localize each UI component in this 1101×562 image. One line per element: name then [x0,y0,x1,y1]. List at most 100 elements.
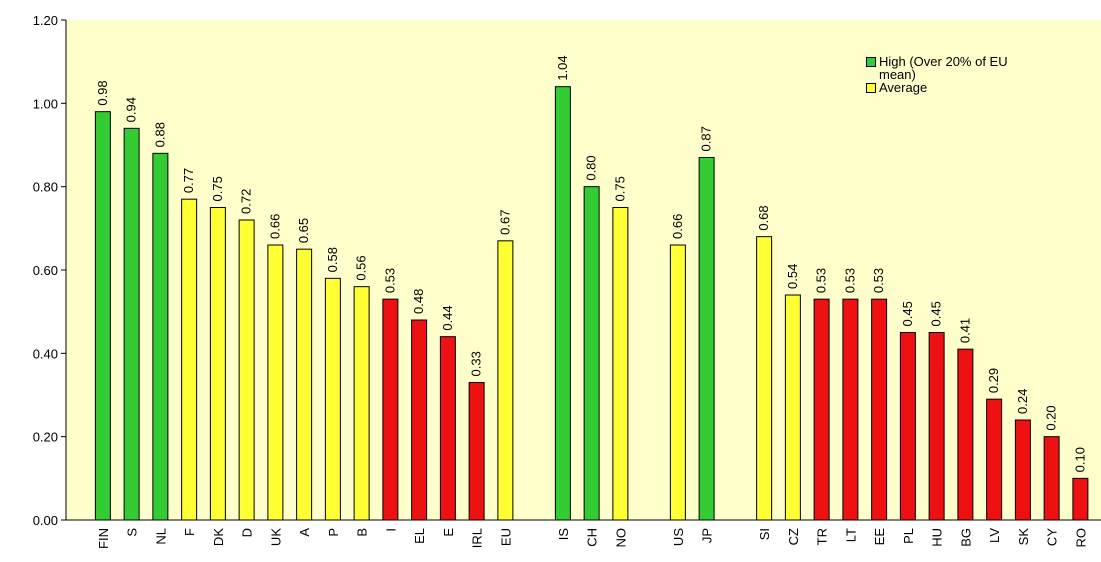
x-tick-label: SI [757,528,772,540]
x-tick-label: A [297,528,312,537]
bar [411,319,428,521]
x-tick-label: US [671,528,686,546]
bar [353,286,370,521]
bar [899,332,916,521]
x-tick-label: CZ [786,528,801,545]
x-tick-label: TR [815,528,830,545]
bar [181,198,198,521]
x-tick-label: EL [412,528,427,544]
bar [813,298,830,521]
x-tick-label: JP [700,528,715,543]
legend-swatch [866,83,876,93]
value-label: 0.33 [469,351,484,376]
bar [324,277,341,521]
value-label: 0.66 [267,214,282,239]
x-tick-label: UK [268,528,283,546]
value-label: 0.53 [871,268,886,293]
bar [123,127,140,521]
x-tick-label: NO [613,528,628,548]
bar [209,207,226,521]
value-label: 0.87 [699,126,714,151]
value-label: 0.98 [95,80,110,105]
x-tick-label: CH [585,528,600,547]
value-label: 0.53 [814,268,829,293]
value-label: 0.41 [957,318,972,343]
value-label: 0.29 [986,368,1001,393]
x-tick-label: E [441,528,456,537]
value-label: 0.58 [325,247,340,272]
bar [698,157,715,521]
value-label: 0.68 [756,205,771,230]
value-label: 0.56 [354,255,369,280]
value-label: 0.10 [1072,447,1087,472]
bar [784,294,801,521]
bar [296,248,313,521]
x-tick-label: SK [1016,528,1031,546]
bar [957,348,974,521]
x-tick-label: EE [872,528,887,546]
x-tick-label: B [355,528,370,537]
x-tick-label: PL [901,528,916,544]
x-tick-label: CY [1045,528,1060,546]
bar [1072,477,1089,521]
x-tick-label: LT [843,528,858,542]
bar [554,86,571,521]
value-label: 0.20 [1044,405,1059,430]
bar [94,111,111,521]
bar [267,244,284,521]
value-label: 0.77 [181,168,196,193]
value-label: 0.65 [296,218,311,243]
value-label: 0.45 [929,301,944,326]
value-label: 1.04 [555,55,570,80]
value-label: 0.72 [239,189,254,214]
plot-area [66,20,1101,520]
x-tick-label: EU [498,528,513,546]
bar [1043,436,1060,521]
x-tick-label: RO [1073,528,1088,548]
bar [382,298,399,521]
bar [497,240,514,521]
x-tick-label: DK [211,528,226,546]
value-label: 0.53 [842,268,857,293]
bar [842,298,859,521]
value-label: 0.75 [612,176,627,201]
legend-swatch [866,57,876,67]
value-label: 0.67 [497,210,512,235]
x-tick-label: D [240,528,255,537]
value-label: 0.44 [440,305,455,330]
x-tick-label: S [125,528,140,537]
bar [986,398,1003,521]
bar [468,382,485,521]
y-tick-label: 0.60 [33,263,58,278]
value-label: 0.94 [124,97,139,122]
bar [1014,419,1031,521]
bar [928,332,945,521]
value-label: 0.75 [210,176,225,201]
y-tick-label: 0.80 [33,180,58,195]
y-tick-label: 0.20 [33,430,58,445]
value-label: 0.45 [900,301,915,326]
x-tick-label: NL [153,528,168,545]
bar [152,152,169,521]
legend-label: Average [879,80,928,95]
legend: High (Over 20% of EU mean) Average [866,55,1036,94]
value-label: 0.80 [584,155,599,180]
bar [238,219,255,521]
legend-item: Average [866,81,1036,94]
x-tick-label: F [182,528,197,536]
bar [756,236,773,521]
value-label: 0.54 [785,264,800,289]
x-tick-label: P [326,528,341,537]
x-tick-label: BG [958,528,973,547]
x-tick-label: IRL [470,528,485,548]
y-tick-label: 1.00 [33,96,58,111]
bar [612,207,629,521]
y-tick-label: 0.00 [33,513,58,528]
value-label: 0.48 [411,289,426,314]
bar [669,244,686,521]
x-tick-label: LV [987,528,1002,543]
bar [871,298,888,521]
bar [439,336,456,521]
